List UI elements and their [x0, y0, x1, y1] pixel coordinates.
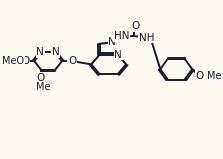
- Text: HN: HN: [114, 31, 129, 41]
- Text: O: O: [21, 56, 29, 66]
- Text: N: N: [114, 50, 122, 59]
- Text: N: N: [36, 48, 44, 57]
- Text: O: O: [131, 21, 140, 31]
- Text: O: O: [36, 73, 44, 83]
- Text: O: O: [195, 71, 203, 81]
- Text: Me: Me: [207, 71, 221, 81]
- Text: Me: Me: [36, 82, 50, 92]
- Text: O: O: [68, 56, 76, 66]
- Text: N: N: [52, 48, 60, 57]
- Text: N: N: [108, 38, 116, 47]
- Text: NH: NH: [139, 33, 154, 43]
- Text: MeO: MeO: [2, 56, 24, 66]
